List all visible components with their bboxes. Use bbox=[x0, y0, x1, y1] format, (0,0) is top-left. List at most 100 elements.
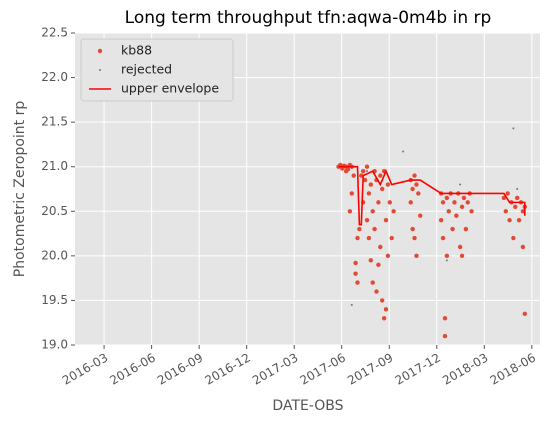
legend-swatch bbox=[99, 69, 101, 71]
point bbox=[343, 168, 349, 174]
point bbox=[463, 226, 469, 232]
point bbox=[459, 204, 465, 210]
point bbox=[366, 235, 372, 241]
x-tick-label: 2018-03 bbox=[440, 351, 490, 388]
point bbox=[501, 195, 507, 201]
point bbox=[450, 226, 455, 232]
point bbox=[383, 307, 389, 312]
point bbox=[351, 173, 356, 178]
point bbox=[372, 226, 377, 232]
point bbox=[511, 235, 516, 241]
point bbox=[364, 164, 370, 169]
point bbox=[368, 258, 374, 263]
x-tick-label: 2016-03 bbox=[60, 351, 110, 388]
point bbox=[380, 298, 385, 303]
point bbox=[520, 209, 526, 214]
point bbox=[444, 195, 450, 201]
point bbox=[414, 253, 419, 259]
point bbox=[368, 182, 374, 187]
rejected-point bbox=[459, 183, 462, 186]
envelope-line bbox=[338, 165, 526, 226]
point bbox=[378, 173, 383, 178]
rejected-point bbox=[350, 303, 353, 306]
y-tick-label: 21.5 bbox=[41, 115, 68, 129]
point bbox=[376, 262, 381, 267]
point bbox=[381, 316, 387, 321]
point bbox=[414, 182, 419, 187]
point bbox=[513, 204, 518, 210]
point bbox=[353, 271, 358, 276]
y-tick-label: 22.5 bbox=[41, 26, 68, 40]
legend-label: kb88 bbox=[121, 43, 152, 58]
point bbox=[362, 177, 368, 183]
y-tick-label: 21.0 bbox=[41, 159, 68, 173]
x-tick-label: 2018-06 bbox=[488, 351, 538, 388]
point bbox=[457, 244, 463, 250]
rejected-point bbox=[516, 188, 519, 190]
point bbox=[516, 218, 522, 223]
point bbox=[454, 213, 459, 218]
point bbox=[355, 235, 360, 241]
x-tick-label: 2017-12 bbox=[393, 351, 443, 388]
point bbox=[412, 173, 417, 178]
point bbox=[522, 311, 527, 316]
point bbox=[374, 289, 379, 294]
point bbox=[387, 200, 393, 205]
x-axis-label: DATE-OBS bbox=[272, 398, 343, 414]
point bbox=[361, 168, 366, 174]
point bbox=[385, 182, 391, 187]
y-axis-label: Photometric Zeropoint rp bbox=[12, 101, 28, 278]
x-tick-label: 2016-06 bbox=[107, 351, 157, 388]
point bbox=[520, 244, 526, 250]
point bbox=[469, 209, 474, 214]
point bbox=[370, 209, 375, 214]
point bbox=[461, 195, 467, 201]
legend-box bbox=[80, 38, 234, 102]
y-tick-label: 20.5 bbox=[41, 204, 68, 218]
point bbox=[353, 260, 358, 266]
point bbox=[389, 235, 394, 241]
point bbox=[391, 209, 396, 214]
rejected-point bbox=[402, 150, 405, 153]
x-tick-label: 2017-03 bbox=[250, 351, 300, 388]
legend-label: rejected bbox=[121, 62, 172, 77]
point bbox=[355, 280, 360, 285]
point bbox=[444, 253, 450, 259]
point bbox=[383, 218, 389, 223]
point bbox=[416, 191, 421, 196]
rejected-point bbox=[366, 170, 369, 173]
point bbox=[452, 200, 457, 205]
x-tick-label: 2016-12 bbox=[202, 351, 252, 388]
marks bbox=[336, 127, 527, 339]
point bbox=[465, 200, 470, 205]
point bbox=[349, 191, 354, 196]
x-tick-label: 2017-09 bbox=[345, 351, 395, 388]
point bbox=[505, 191, 510, 196]
rejected-point bbox=[445, 259, 448, 262]
point bbox=[418, 213, 423, 218]
x-tick-label: 2017-06 bbox=[298, 351, 348, 388]
point bbox=[410, 226, 415, 232]
point bbox=[357, 226, 362, 232]
point bbox=[370, 280, 375, 285]
point bbox=[366, 191, 372, 196]
point bbox=[440, 235, 446, 241]
point bbox=[503, 209, 508, 214]
point bbox=[514, 195, 520, 201]
point bbox=[459, 253, 465, 259]
point bbox=[408, 200, 413, 205]
point bbox=[412, 235, 417, 241]
chart-title: Long term throughput tfn:aqwa-0m4b in rp bbox=[125, 8, 492, 28]
point bbox=[385, 253, 391, 259]
point bbox=[410, 186, 415, 192]
legend-label: upper envelope bbox=[121, 81, 219, 96]
y-tick-label: 22.0 bbox=[41, 70, 68, 84]
point bbox=[347, 209, 353, 214]
legend-swatch bbox=[97, 48, 103, 54]
point bbox=[442, 316, 448, 321]
y-tick-label: 19.0 bbox=[41, 338, 68, 352]
x-tick-label: 2016-09 bbox=[155, 351, 205, 388]
legend: kb88 rejected upper envelope bbox=[80, 38, 234, 102]
rejected-point bbox=[512, 127, 515, 130]
